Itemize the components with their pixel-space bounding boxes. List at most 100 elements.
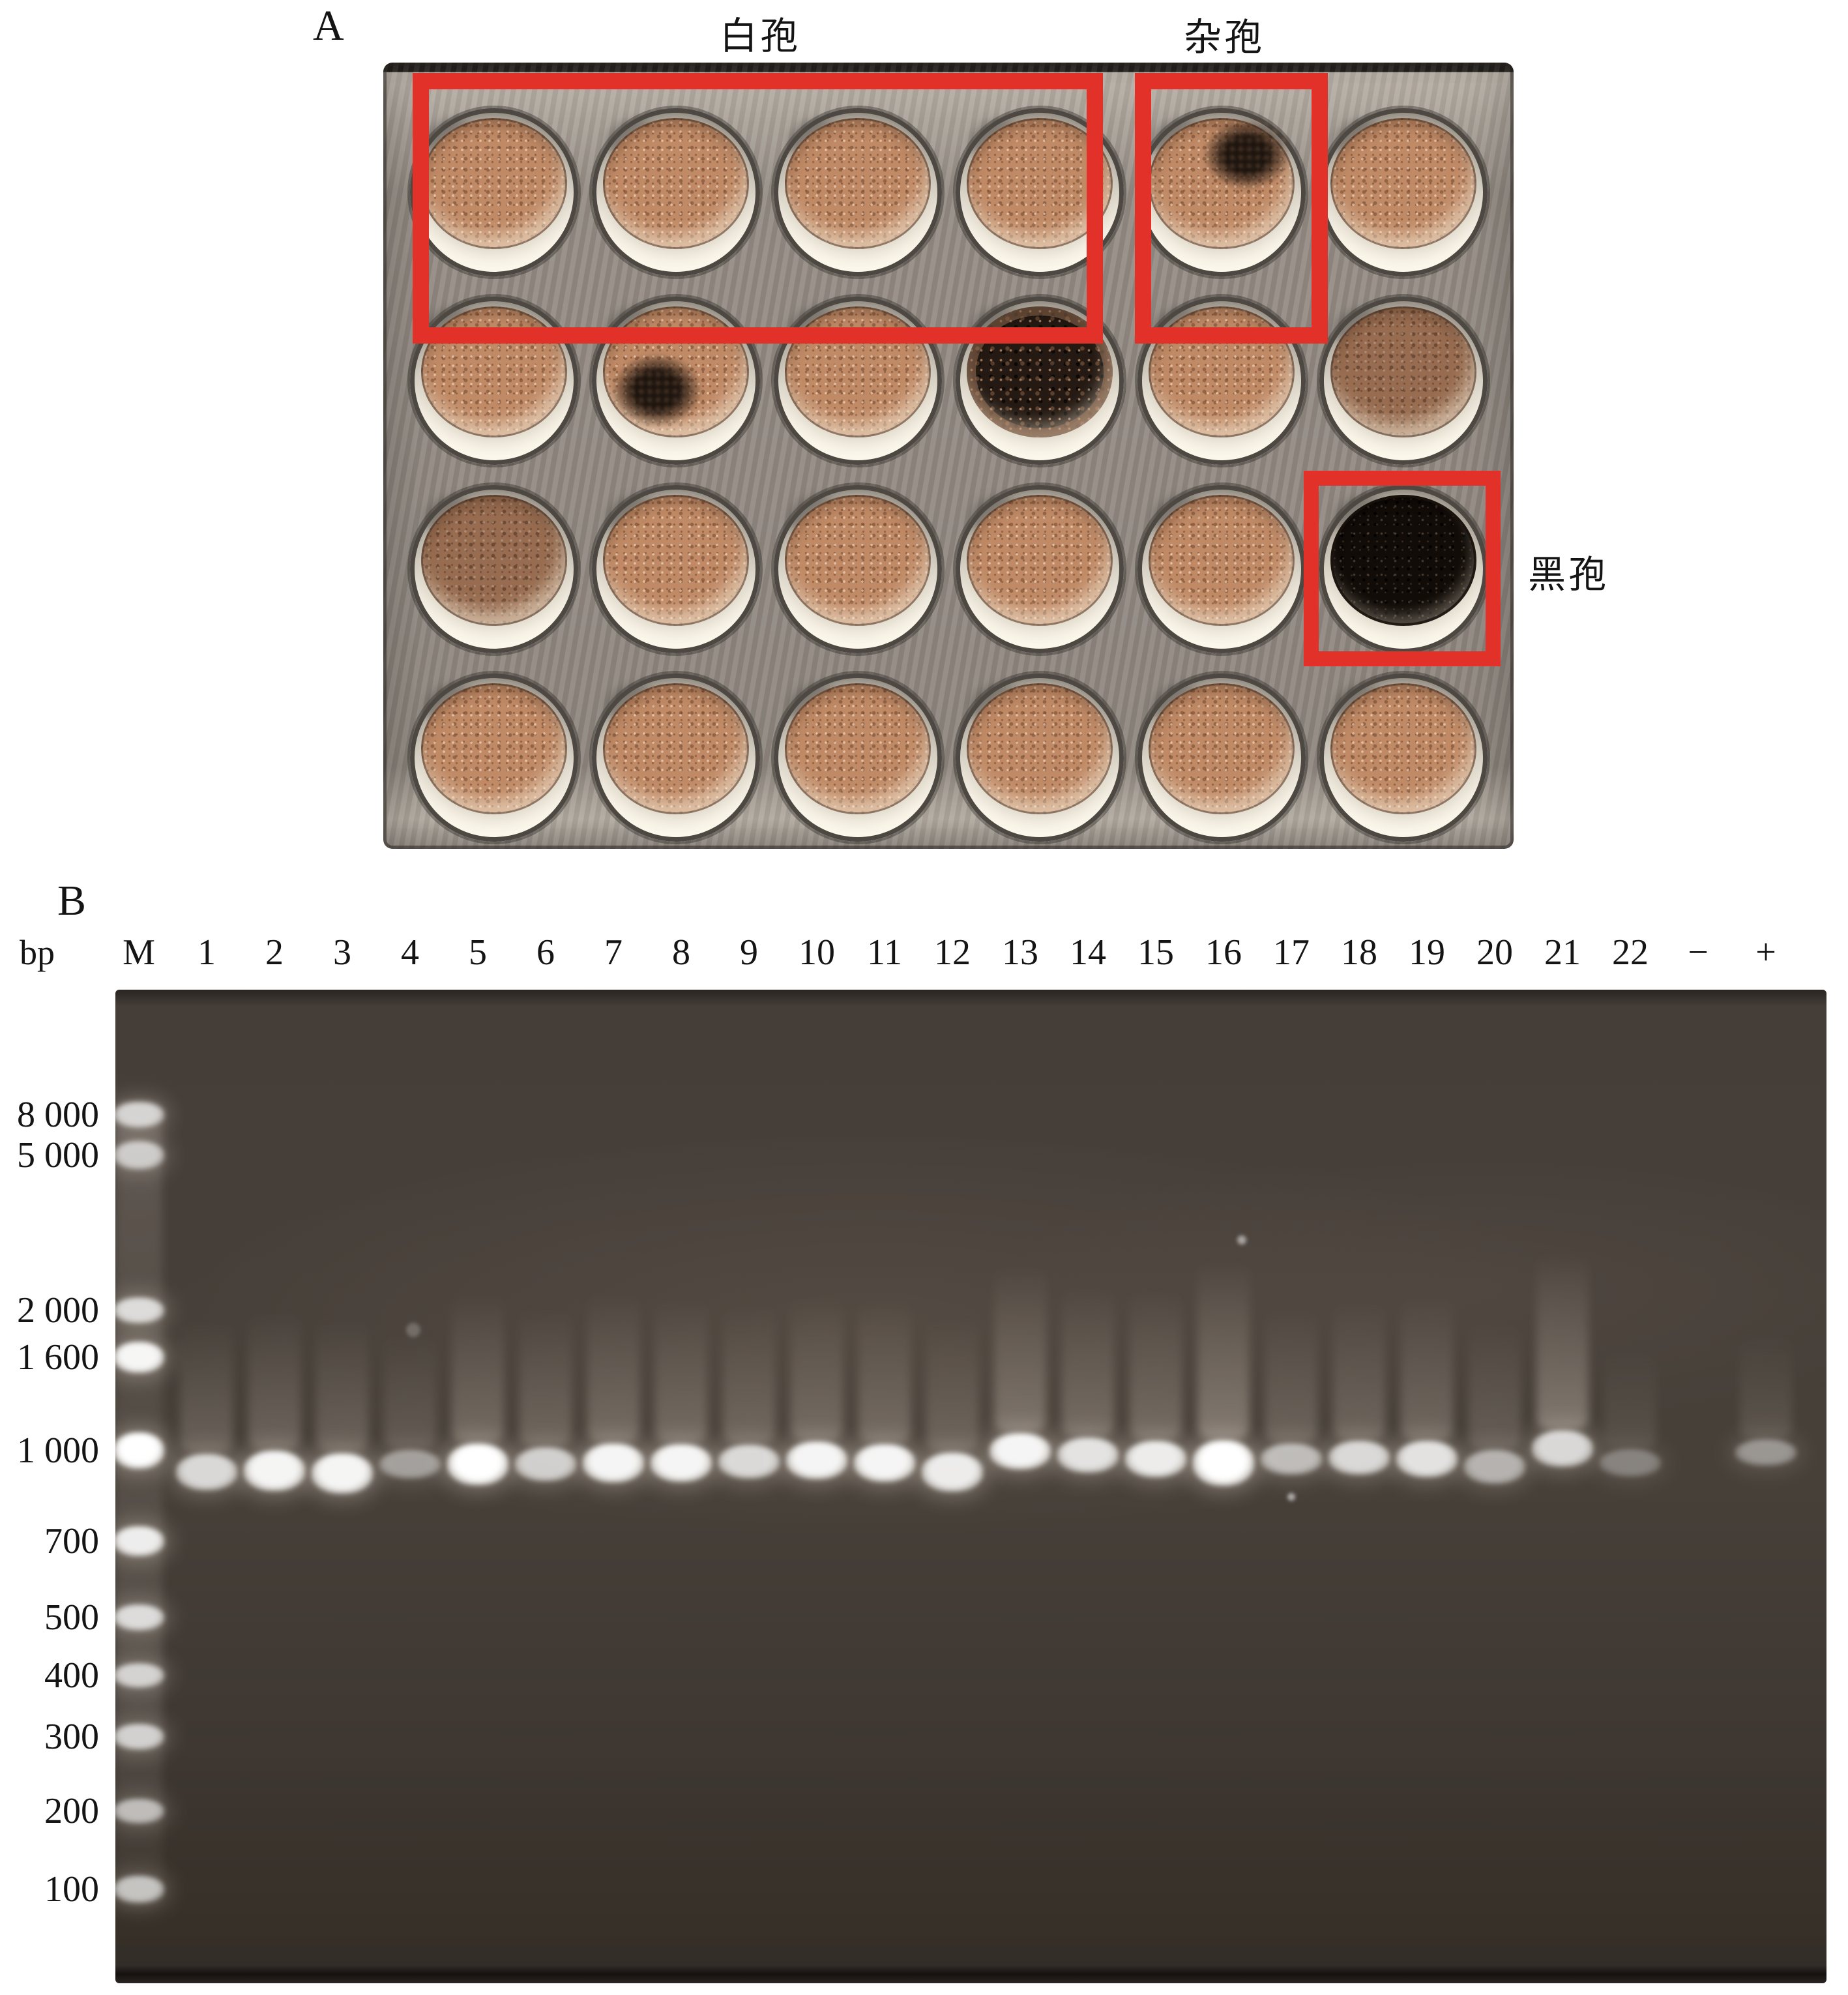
plate-well (956, 673, 1124, 842)
pcr-band-lane-13 (990, 1433, 1051, 1470)
colony-tan (1330, 683, 1476, 814)
ladder-band-8000 (115, 1102, 164, 1128)
ladder-band-700 (115, 1526, 164, 1556)
plate-well (410, 673, 578, 842)
colony-tan (785, 495, 931, 626)
pcr-band-lane-+ (1735, 1440, 1797, 1466)
mixed-spore-box (1135, 73, 1328, 344)
gel-artifact-dot (1287, 1493, 1295, 1501)
plate-well (774, 485, 942, 653)
lane-label-18: 18 (1341, 932, 1377, 973)
lane-smear-15 (1130, 1290, 1182, 1441)
ladder-band-1000 (115, 1432, 164, 1469)
panel-b-letter: B (57, 877, 87, 924)
colony-tan (1149, 683, 1295, 814)
pcr-band-lane-19 (1396, 1441, 1458, 1477)
lane-smear-10 (791, 1295, 843, 1441)
bp-unit-label: bp (20, 933, 55, 972)
pcr-band-lane-15 (1125, 1441, 1186, 1477)
colony-tan (603, 495, 749, 626)
ladder-size-label: 200 (44, 1791, 99, 1831)
lane-label-+: + (1755, 932, 1776, 973)
pcr-band-lane-4 (379, 1450, 441, 1479)
ladder-band-2000 (115, 1297, 164, 1323)
plate-well (410, 485, 578, 653)
plate-well (1137, 108, 1306, 276)
marker-lane-smear (115, 1102, 162, 1910)
colony-tan (785, 118, 931, 249)
lane-label-13: 13 (1002, 932, 1038, 973)
lane-label-17: 17 (1273, 932, 1310, 973)
lane-smear-7 (587, 1292, 639, 1443)
plate-well (1319, 673, 1488, 842)
lane-label-−: − (1688, 932, 1709, 973)
lane-label-9: 9 (740, 932, 758, 973)
lane-label-22: 22 (1612, 932, 1649, 973)
lane-label-20: 20 (1476, 932, 1513, 973)
lane-label-12: 12 (934, 932, 971, 973)
pcr-band-lane-9 (718, 1445, 780, 1479)
colony-tan (603, 683, 749, 814)
plate-well (774, 673, 942, 842)
ladder-band-500 (115, 1604, 164, 1631)
lane-smear-8 (655, 1298, 707, 1444)
pcr-band-lane-16 (1193, 1440, 1254, 1486)
white-spore-box (413, 73, 1103, 344)
gel-electrophoresis-image (115, 990, 1826, 1983)
colony-tan (1149, 495, 1295, 626)
lane-label-8: 8 (672, 932, 690, 973)
pcr-band-lane-11 (854, 1444, 915, 1482)
lane-label-7: 7 (604, 932, 623, 973)
pcr-band-lane-2 (244, 1451, 305, 1491)
lane-smear-14 (1062, 1286, 1114, 1438)
ladder-band-100 (115, 1876, 164, 1903)
lane-label-10: 10 (799, 932, 835, 973)
lane-label-15: 15 (1137, 932, 1174, 973)
plate-well (592, 485, 760, 653)
lane-smear-20 (1469, 1321, 1521, 1450)
pcr-band-lane-3 (312, 1453, 373, 1494)
plate-well (592, 108, 760, 276)
lane-smear-11 (858, 1298, 911, 1444)
ladder-band-1600 (115, 1342, 164, 1373)
colony-tan (967, 495, 1113, 626)
lane-label-M: M (123, 932, 155, 973)
white-spore-label: 白孢 (720, 15, 801, 57)
pcr-band-lane-22 (1600, 1449, 1661, 1477)
plate-well (1137, 485, 1306, 653)
panel-a-letter: A (313, 2, 344, 50)
lane-label-16: 16 (1205, 932, 1242, 973)
gel-artifact-dot (406, 1323, 420, 1337)
ladder-size-label: 1 000 (17, 1430, 99, 1471)
lane-smear-5 (452, 1292, 504, 1443)
colony-tan (967, 683, 1113, 814)
lane-smear-16 (1197, 1261, 1250, 1440)
ladder-size-label: 300 (44, 1717, 99, 1757)
black-spore-label: 黑孢 (1528, 554, 1609, 596)
pcr-band-lane-1 (176, 1454, 237, 1490)
plate-well (1319, 297, 1488, 465)
black-spore-box (1304, 471, 1501, 666)
ladder-band-5000 (115, 1141, 164, 1170)
lane-smear-4 (384, 1332, 436, 1450)
pcr-band-lane-21 (1532, 1430, 1593, 1467)
ladder-band-200 (115, 1799, 164, 1824)
lane-label-21: 21 (1544, 932, 1581, 973)
colony-tan (603, 118, 749, 249)
pcr-band-lane-17 (1261, 1443, 1322, 1475)
colony-tan-dark-tr (1149, 118, 1295, 249)
lane-smear-13 (994, 1265, 1046, 1433)
plate-well (410, 108, 578, 276)
pcr-band-lane-7 (583, 1443, 644, 1483)
lane-label-1: 1 (198, 932, 216, 973)
colony-tan-dusky (1330, 306, 1476, 437)
gel-artifact-dot (1237, 1235, 1246, 1245)
plate-well (774, 108, 942, 276)
plate-well (1137, 673, 1306, 842)
pcr-band-lane-14 (1057, 1438, 1119, 1473)
pcr-band-lane-6 (515, 1447, 576, 1481)
pcr-band-lane-8 (651, 1444, 712, 1482)
lane-smear-18 (1333, 1301, 1385, 1441)
lane-smear-6 (520, 1307, 572, 1447)
